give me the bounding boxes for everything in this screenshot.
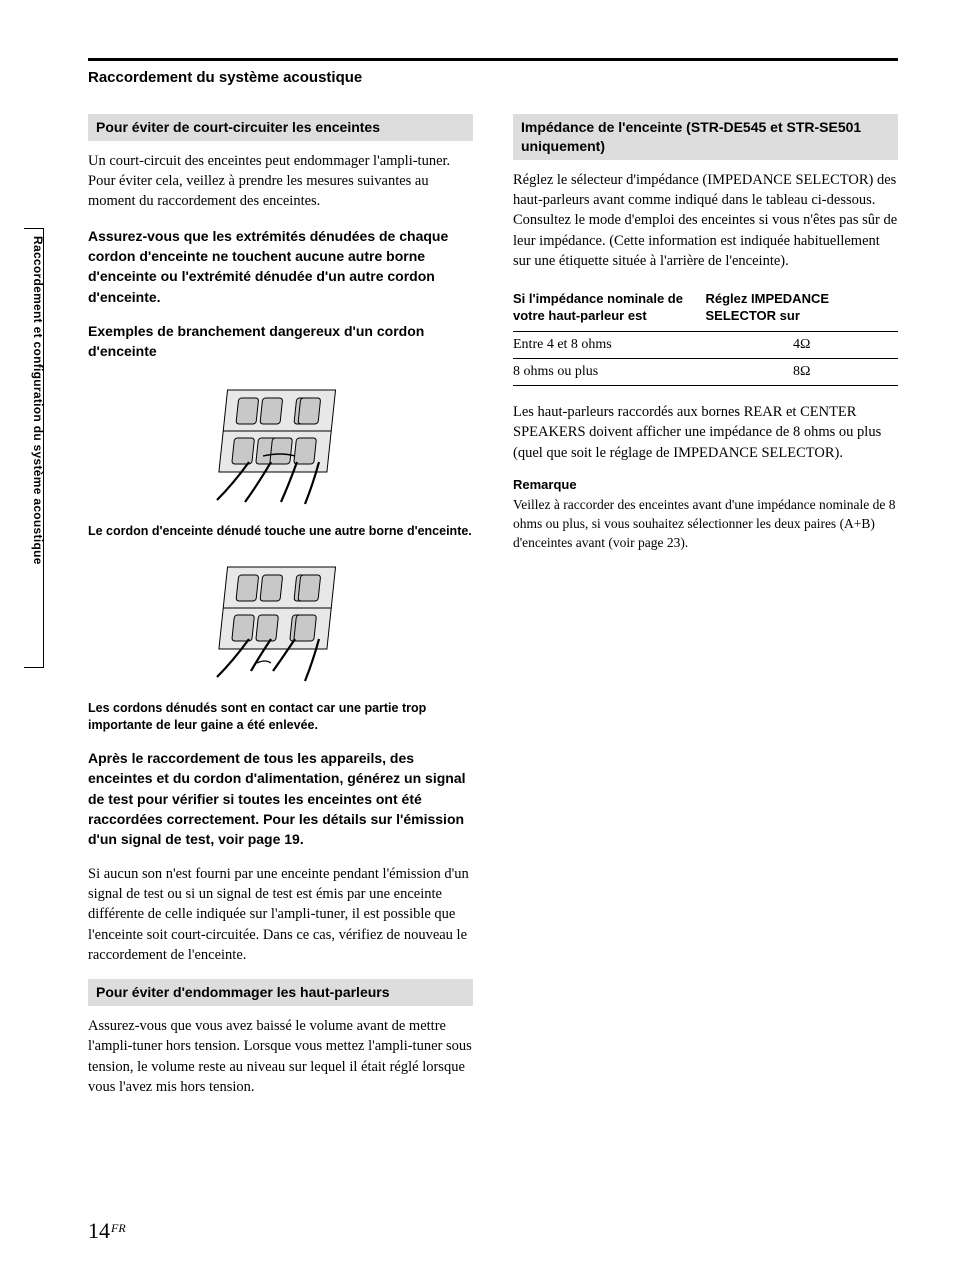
terminal-illustration-icon <box>203 553 358 683</box>
para: Assurez-vous que vous avez baissé le vol… <box>88 1016 473 1097</box>
bold-para: Assurez-vous que les extrémités dénudées… <box>88 226 473 307</box>
para: Un court-circuit des enceintes peut endo… <box>88 151 473 212</box>
terminal-illustration-icon <box>203 376 358 506</box>
heading-avoid-damage: Pour éviter d'endommager les haut-parleu… <box>88 979 473 1006</box>
figure-caption: Les cordons dénudés sont en contact car … <box>88 700 473 734</box>
table-row: Entre 4 et 8 ohms 4Ω <box>513 332 898 359</box>
figure-caption: Le cordon d'enceinte dénudé touche une a… <box>88 523 473 540</box>
left-column: Pour éviter de court-circuiter les encei… <box>88 114 473 1111</box>
top-rule <box>88 58 898 61</box>
page-content: Raccordement du système acoustique Pour … <box>88 58 898 1244</box>
table-row: 8 ohms ou plus 8Ω <box>513 359 898 386</box>
table-header: Si l'impédance nominale de votre haut-pa… <box>513 285 706 331</box>
table-cell: Entre 4 et 8 ohms <box>513 332 706 359</box>
right-column: Impédance de l'enceinte (STR-DE545 et ST… <box>513 114 898 1111</box>
note-para: Veillez à raccorder des enceintes avant … <box>513 496 898 553</box>
table-cell: 8 ohms ou plus <box>513 359 706 386</box>
section-title: Raccordement du système acoustique <box>88 69 898 86</box>
page-number-suffix: FR <box>111 1221 126 1235</box>
table-cell: 4Ω <box>706 332 899 359</box>
side-tab-label: Raccordement et configuration du système… <box>31 236 45 565</box>
table-header: Réglez IMPEDANCE SELECTOR sur <box>706 285 899 331</box>
figure-terminal-1 <box>88 376 473 511</box>
columns: Pour éviter de court-circuiter les encei… <box>88 114 898 1111</box>
heading-avoid-short: Pour éviter de court-circuiter les encei… <box>88 114 473 141</box>
figure-terminal-2 <box>88 553 473 688</box>
bold-para: Après le raccordement de tous les appare… <box>88 748 473 849</box>
page-number-value: 14 <box>88 1218 110 1243</box>
para: Les haut-parleurs raccordés aux bornes R… <box>513 402 898 463</box>
table-cell: 8Ω <box>706 359 899 386</box>
note-heading: Remarque <box>513 477 898 492</box>
heading-impedance: Impédance de l'enceinte (STR-DE545 et ST… <box>513 114 898 160</box>
impedance-table: Si l'impédance nominale de votre haut-pa… <box>513 285 898 386</box>
para: Si aucun son n'est fourni par une encein… <box>88 864 473 965</box>
para: Réglez le sélecteur d'impédance (IMPEDAN… <box>513 170 898 271</box>
page-number: 14FR <box>88 1218 126 1244</box>
bold-para: Exemples de branchement dangereux d'un c… <box>88 321 473 362</box>
